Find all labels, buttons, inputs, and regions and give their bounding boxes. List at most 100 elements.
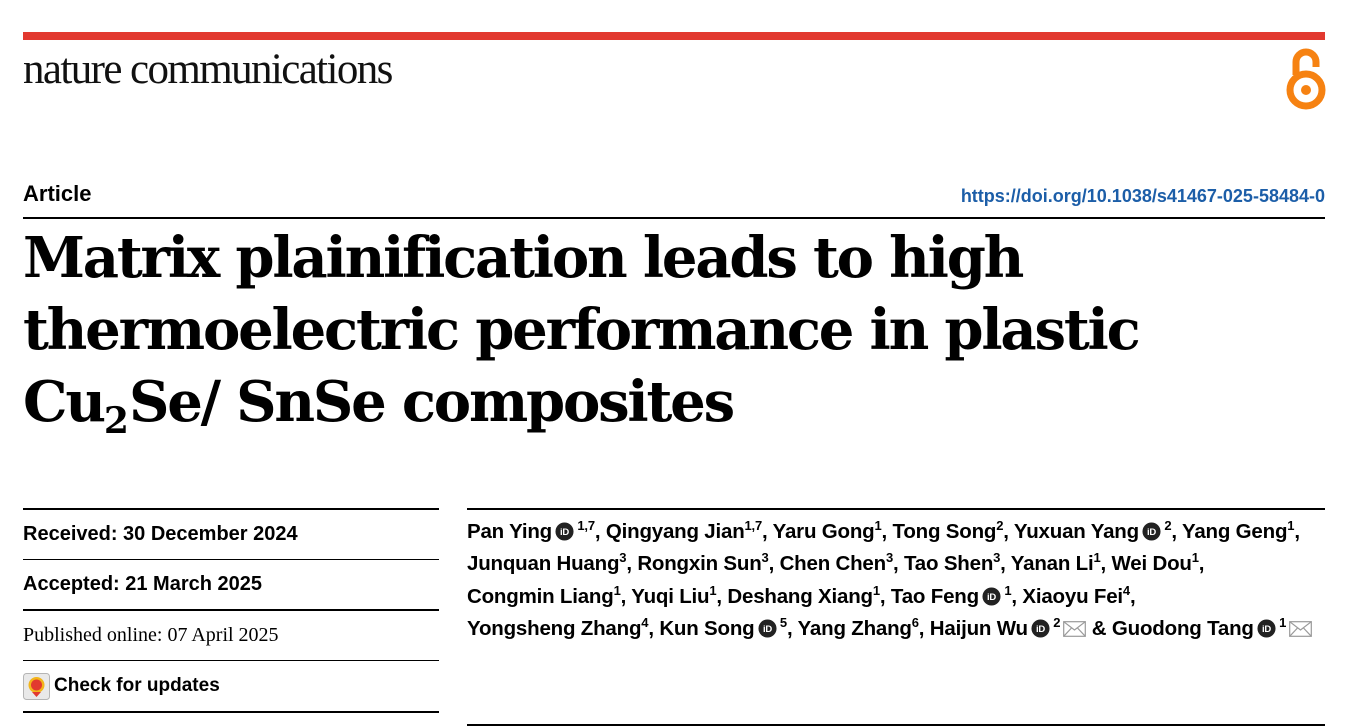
author-separator: ,	[1011, 584, 1023, 608]
article-dates-panel: Received: 30 December 2024 Accepted: 21 …	[23, 508, 439, 713]
author-separator: ,	[626, 552, 638, 575]
divider	[23, 217, 1325, 219]
author-name[interactable]: Tao Feng	[890, 584, 979, 608]
orcid-icon[interactable]: iD	[1031, 619, 1050, 638]
author-item: Yuqi Liu1	[631, 582, 717, 608]
title-text: Matrix plainification leads to high ther…	[23, 225, 1141, 435]
author-name[interactable]: Yang Geng	[1182, 519, 1288, 543]
author-item: Tong Song2	[892, 517, 1004, 543]
author-name[interactable]: Wei Dou	[1111, 552, 1192, 575]
author-item: Haijun Wu iD 2	[929, 615, 1087, 640]
author-item: Xiaoyu Fei4	[1022, 584, 1130, 608]
author-affiliation: 1	[613, 582, 621, 598]
author-affiliation: 2	[1160, 517, 1172, 533]
author-name[interactable]: Yanan Li	[1010, 552, 1094, 575]
author-name[interactable]: Yuxuan Yang	[1013, 519, 1139, 543]
author-separator: ,	[1171, 519, 1182, 543]
author-item: Tao Feng iD 1	[890, 584, 1012, 608]
author-separator: ,	[786, 617, 798, 640]
published-date: Published online: 07 April 2025	[23, 623, 279, 646]
author-item: Rongxin Sun3	[637, 550, 769, 575]
author-name[interactable]: Yaru Gong	[772, 519, 875, 543]
author-name[interactable]: Tong Song	[892, 519, 997, 543]
author-separator: ,	[594, 519, 606, 543]
doi-link[interactable]: https://doi.org/10.1038/s41467-025-58484…	[960, 186, 1325, 206]
author-affiliation: 2	[996, 517, 1004, 533]
author-affiliation: 1	[1287, 517, 1295, 533]
check-for-updates-button[interactable]: Check for updates	[23, 661, 439, 711]
author-name[interactable]: Xiaoyu Fei	[1022, 584, 1123, 608]
author-name[interactable]: Kun Song	[659, 617, 755, 640]
journal-logo[interactable]: nature communications	[23, 46, 393, 93]
author-item: Yanan Li1	[1010, 551, 1101, 575]
svg-text:iD: iD	[762, 624, 771, 635]
author-item: Kun Song iD 5	[659, 615, 787, 640]
received-date: Received: 30 December 2024	[23, 522, 298, 545]
author-item: Yang Zhang6	[797, 615, 919, 640]
author-name[interactable]: Guodong Tang	[1111, 617, 1254, 640]
svg-text:iD: iD	[1147, 526, 1156, 537]
orcid-icon[interactable]: iD	[1142, 521, 1161, 541]
check-for-updates-label: Check for updates	[54, 675, 220, 696]
author-name[interactable]: Junquan Huang	[467, 552, 620, 575]
svg-text:iD: iD	[560, 526, 569, 537]
author-separator: ,	[1000, 552, 1011, 575]
author-separator: ,	[768, 552, 780, 575]
author-name[interactable]: Yuqi Liu	[631, 584, 710, 608]
author-affiliation: 1	[1191, 550, 1199, 565]
author-separator: ,	[1294, 519, 1300, 543]
author-name[interactable]: Chen Chen	[779, 552, 887, 575]
author-item: Deshang Xiang1	[727, 582, 880, 608]
author-affiliation: 3	[993, 550, 1001, 565]
author-item: Guodong Tang iD 1	[1111, 616, 1313, 640]
author-name[interactable]: Congmin Liang	[467, 584, 614, 608]
author-item: Yaru Gong1	[772, 519, 882, 543]
check-for-updates-icon	[23, 672, 50, 700]
author-separator: ,	[716, 584, 728, 608]
author-name[interactable]: Qingyang Jian	[605, 519, 745, 543]
author-name[interactable]: Rongxin Sun	[637, 552, 762, 575]
author-affiliation: 5	[776, 615, 787, 630]
article-type-label: Article	[23, 181, 92, 206]
author-name[interactable]: Haijun Wu	[929, 617, 1028, 640]
author-name[interactable]: Tao Shen	[904, 552, 994, 575]
author-separator: ,	[1100, 552, 1112, 575]
author-affiliation: 1	[872, 582, 880, 598]
author-affiliation: 6	[911, 615, 919, 630]
author-item: Tao Shen3	[904, 550, 1001, 575]
author-item: Wei Dou1	[1111, 550, 1199, 575]
header-accent-bar	[23, 32, 1325, 40]
author-name[interactable]: Deshang Xiang	[727, 584, 873, 608]
open-access-icon	[1286, 48, 1326, 110]
author-separator: ,	[879, 584, 891, 608]
author-affiliation: 3	[761, 550, 769, 565]
author-affiliation: 4	[641, 615, 649, 630]
author-separator: ,	[881, 519, 893, 543]
author-separator: ,	[762, 519, 773, 543]
author-item: Yang Geng1	[1182, 517, 1295, 543]
author-affiliation: 3	[619, 550, 627, 565]
orcid-icon[interactable]: iD	[1257, 619, 1276, 638]
author-affiliation: 1,7	[744, 517, 763, 533]
divider	[467, 724, 1325, 726]
author-separator: ,	[648, 617, 660, 640]
email-icon[interactable]	[1063, 621, 1087, 637]
orcid-icon[interactable]: iD	[555, 521, 574, 541]
orcid-icon[interactable]: iD	[982, 586, 1001, 606]
svg-text:iD: iD	[1036, 624, 1045, 635]
orcid-icon[interactable]: iD	[757, 619, 777, 638]
author-name[interactable]: Yongsheng Zhang	[467, 617, 642, 640]
author-name[interactable]: Yang Zhang	[797, 617, 912, 640]
author-name[interactable]: Pan Ying	[467, 519, 552, 543]
email-icon[interactable]	[1289, 621, 1313, 637]
divider	[23, 609, 439, 611]
author-separator: ,	[1129, 584, 1136, 608]
author-separator: ,	[918, 617, 930, 640]
svg-text:iD: iD	[987, 591, 996, 602]
author-separator: ,	[893, 552, 904, 575]
divider	[23, 508, 439, 510]
author-item: Chen Chen3	[779, 551, 894, 575]
author-affiliation: 1	[709, 582, 717, 598]
author-separator: &	[1086, 617, 1112, 640]
author-affiliation: 2	[1049, 615, 1061, 630]
